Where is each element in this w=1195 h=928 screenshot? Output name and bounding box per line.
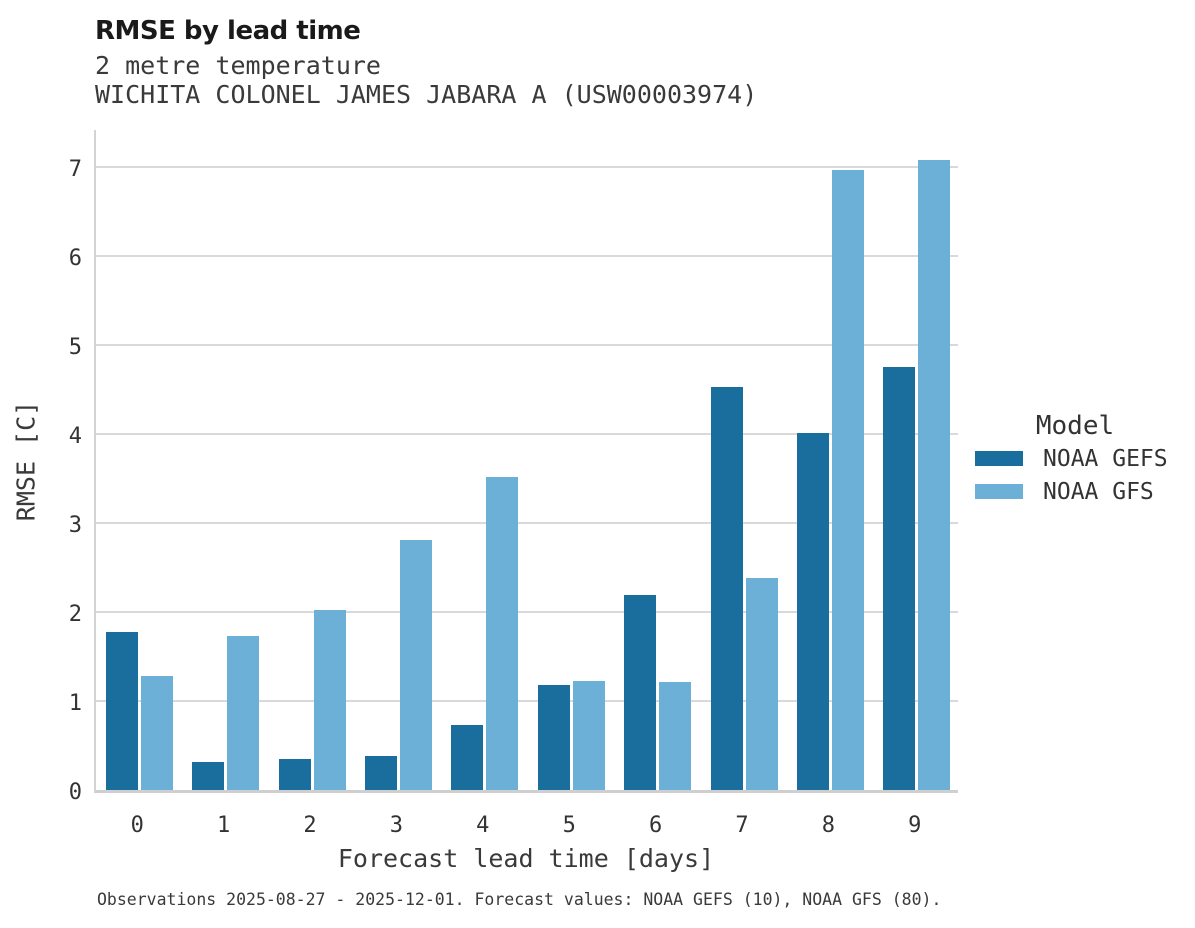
- gridline-y-6: [96, 255, 958, 258]
- bar-noaa-gefs-lead-8: [796, 433, 829, 790]
- y-tick-label-5: 5: [68, 335, 82, 361]
- bar-noaa-gfs-lead-4: [486, 477, 519, 790]
- bar-noaa-gefs-lead-3: [364, 756, 397, 790]
- bar-noaa-gefs-lead-6: [624, 595, 657, 790]
- gridline-y-7: [96, 166, 958, 169]
- y-tick-label-6: 6: [68, 246, 82, 272]
- x-tick-label-4: 4: [476, 813, 490, 838]
- legend-item-noaa-gfs: NOAA GFS: [975, 475, 1175, 508]
- x-tick-label-9: 9: [908, 813, 922, 838]
- bar-noaa-gfs-lead-9: [918, 160, 951, 790]
- chart-title: RMSE by lead time: [95, 16, 361, 46]
- y-tick-label-4: 4: [68, 424, 82, 450]
- gridline-y-2: [96, 611, 958, 614]
- x-tick-label-6: 6: [648, 813, 663, 838]
- bar-noaa-gefs-lead-4: [451, 725, 484, 790]
- y-tick-label-3: 3: [68, 513, 82, 539]
- bar-noaa-gfs-lead-2: [313, 610, 346, 790]
- bar-noaa-gfs-lead-7: [745, 578, 778, 790]
- legend-label-noaa-gfs: NOAA GFS: [1043, 478, 1154, 505]
- legend-swatch-noaa-gfs: [975, 484, 1023, 499]
- legend: Model NOAA GEFS NOAA GFS: [975, 410, 1175, 508]
- chart-subtitle-variable: 2 metre temperature: [95, 51, 381, 80]
- footer-note: Observations 2025-08-27 - 2025-12-01. Fo…: [97, 890, 942, 909]
- x-tick-label-8: 8: [821, 813, 836, 838]
- y-tick-label-1: 1: [68, 691, 82, 716]
- bar-noaa-gefs-lead-1: [192, 762, 225, 790]
- chart-subtitle-station: WICHITA COLONEL JAMES JABARA A (USW00003…: [95, 80, 758, 109]
- gridline-y-3: [96, 522, 958, 525]
- legend-swatch-noaa-gefs: [975, 451, 1023, 466]
- bar-noaa-gfs-lead-3: [399, 540, 432, 790]
- x-tick-label-2: 2: [303, 813, 317, 838]
- bar-noaa-gefs-lead-9: [883, 367, 916, 790]
- plot-area: [94, 130, 958, 793]
- bar-noaa-gfs-lead-8: [831, 170, 864, 790]
- legend-label-noaa-gefs: NOAA GEFS: [1043, 445, 1168, 472]
- y-axis-label: RMSE [C]: [11, 400, 41, 522]
- x-tick-label-1: 1: [216, 813, 231, 838]
- x-tick-label-5: 5: [562, 813, 576, 838]
- bar-noaa-gfs-lead-5: [572, 681, 605, 790]
- bar-noaa-gfs-lead-0: [140, 676, 173, 790]
- bar-noaa-gefs-lead-0: [105, 632, 138, 790]
- bar-noaa-gefs-lead-2: [278, 759, 311, 790]
- gridline-y-1: [96, 700, 958, 703]
- x-axis-label: Forecast lead time [days]: [337, 844, 715, 873]
- y-tick-label-7: 7: [68, 157, 82, 183]
- bar-noaa-gfs-lead-6: [659, 682, 692, 790]
- bar-noaa-gfs-lead-1: [227, 636, 260, 790]
- y-tick-label-2: 2: [68, 602, 82, 627]
- bar-noaa-gefs-lead-5: [537, 685, 570, 790]
- bar-noaa-gefs-lead-7: [710, 387, 743, 790]
- gridline-y-5: [96, 344, 958, 347]
- legend-title: Model: [1035, 411, 1115, 441]
- x-tick-label-0: 0: [130, 813, 144, 838]
- y-tick-label-0: 0: [68, 780, 82, 805]
- gridline-y-4: [96, 433, 958, 436]
- legend-item-noaa-gefs: NOAA GEFS: [975, 442, 1175, 475]
- x-tick-label-7: 7: [735, 813, 749, 838]
- x-tick-label-3: 3: [389, 813, 404, 838]
